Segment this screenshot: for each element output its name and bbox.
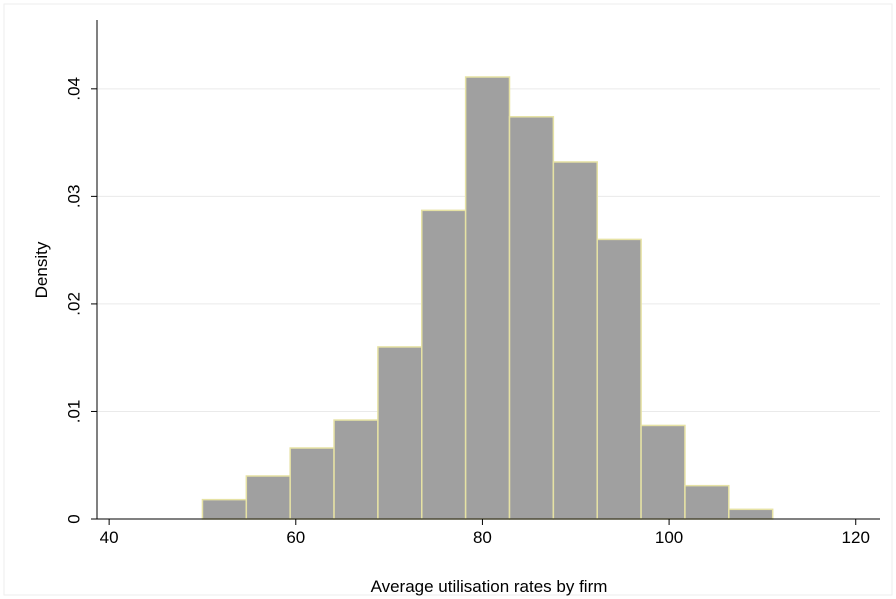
bar <box>245 475 291 520</box>
y-tick-label: .04 <box>64 77 83 101</box>
y-axis-label: Density <box>32 241 51 298</box>
bar <box>464 76 511 520</box>
bar <box>201 498 248 520</box>
x-tick-label: 40 <box>100 528 119 547</box>
bar <box>728 508 774 520</box>
x-tick-label: 120 <box>842 528 870 547</box>
y-tick-label: .02 <box>64 292 83 316</box>
bar <box>684 484 730 520</box>
y-tick-label: .03 <box>64 185 83 209</box>
y-tick-label: .01 <box>64 400 83 424</box>
x-axis-label: Average utilisation rates by firm <box>371 577 608 596</box>
bar <box>596 238 642 520</box>
bar <box>552 161 598 520</box>
bar <box>508 116 555 520</box>
x-tick-label: 60 <box>286 528 305 547</box>
bar <box>640 424 686 520</box>
x-tick-label: 80 <box>473 528 492 547</box>
bar <box>377 346 423 520</box>
x-tick-label: 100 <box>655 528 683 547</box>
bar <box>289 447 335 520</box>
y-tick-label: 0 <box>64 514 83 523</box>
bar <box>421 209 467 520</box>
bar <box>333 419 379 520</box>
